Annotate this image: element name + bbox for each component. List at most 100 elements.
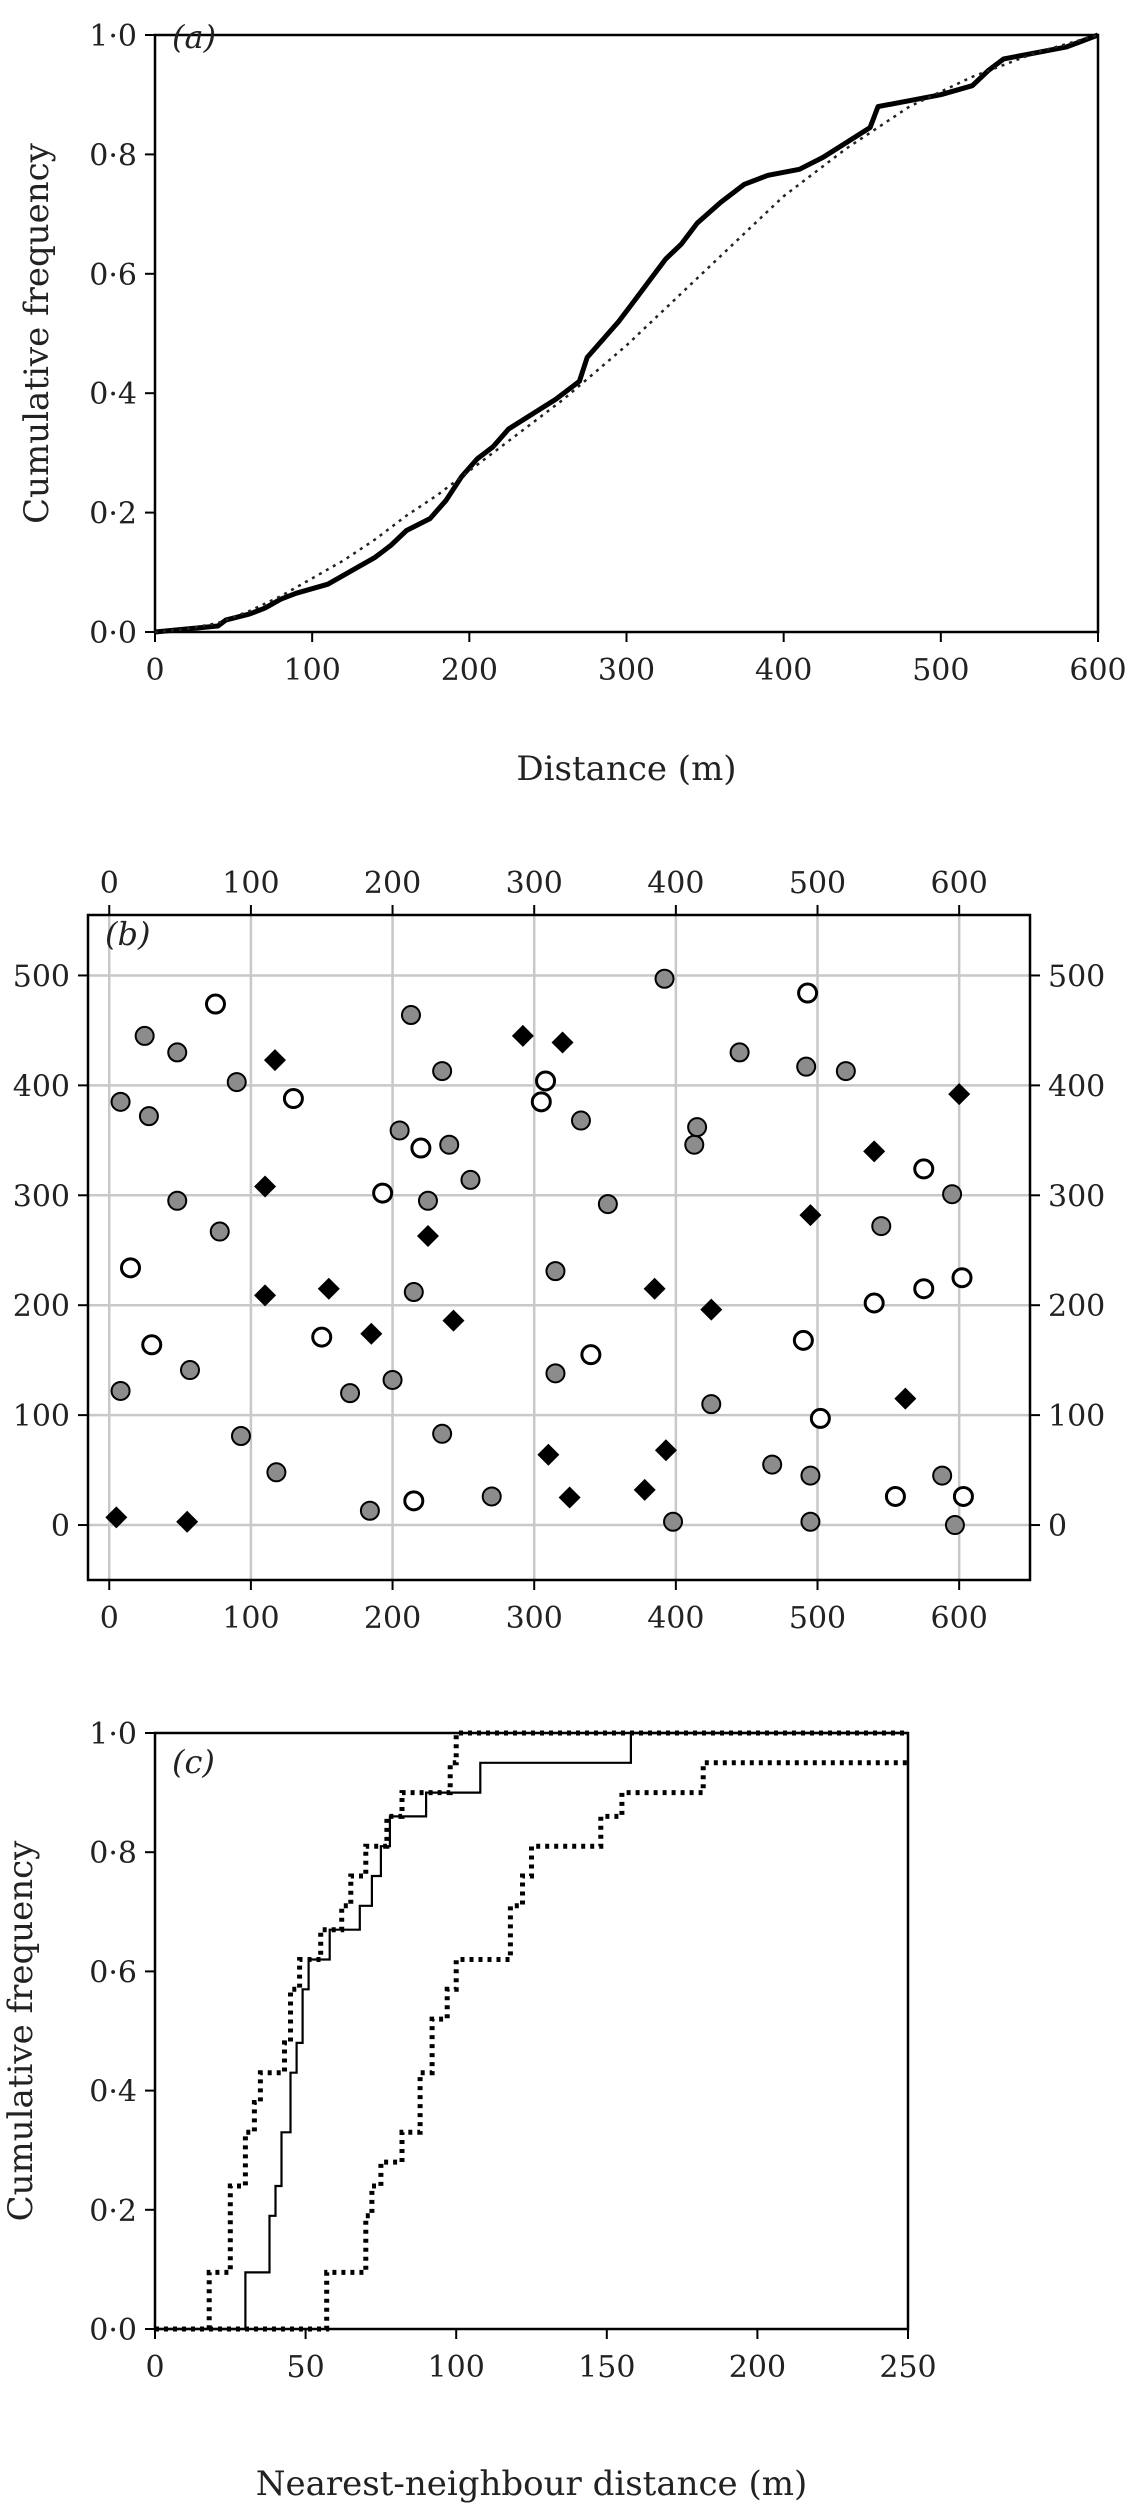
panel-a-x-axis-title: Distance (m) xyxy=(516,749,736,789)
panel-b-grey-circle-point xyxy=(432,1423,453,1444)
panel-b-black-diamond-point xyxy=(700,1298,723,1321)
panel-b-white-circle-point xyxy=(410,1137,432,1159)
panel-b-grey-circle-point xyxy=(687,1117,708,1138)
panel-b-grey-circle-point xyxy=(932,1465,953,1486)
panel-b-white-circle-point xyxy=(913,1278,935,1300)
panel-b-black-diamond-point xyxy=(511,1024,534,1047)
panel-b-y-tick-label-right: 200 xyxy=(1048,1289,1105,1324)
panel-b-x-tick-label-bottom: 300 xyxy=(506,1601,563,1636)
panel-b-black-diamond-point xyxy=(360,1322,383,1345)
panel-b-white-circle-point xyxy=(403,1490,425,1512)
panel-a-x-tick-label: 500 xyxy=(912,653,969,688)
panel-a-y-tick-label: 0·4 xyxy=(89,377,137,412)
panel-a-x-tick-label: 200 xyxy=(441,653,498,688)
panel-b-grey-circle-point xyxy=(382,1369,403,1390)
panel-b-y-tick-label-left: 200 xyxy=(13,1289,70,1324)
panel-b-y-tick-label-left: 0 xyxy=(51,1509,70,1544)
panel-b-black-diamond-point xyxy=(176,1510,199,1533)
panel-c-y-tick-label: 0·8 xyxy=(89,1836,137,1871)
panel-b-grey-circle-point xyxy=(209,1221,230,1242)
panel-b-grey-circle-point xyxy=(545,1261,566,1282)
panel-b-grey-circle-point xyxy=(796,1056,817,1077)
panel-b-label: (b) xyxy=(105,915,150,953)
panel-b-grey-circle-point xyxy=(110,1091,131,1112)
panel-b-y-tick-label-left: 400 xyxy=(13,1069,70,1104)
panel-a-label: (a) xyxy=(172,18,216,56)
panel-b-grey-circle-point xyxy=(403,1282,424,1303)
panel-b-grey-circle-point xyxy=(762,1454,783,1475)
panel-c-frame xyxy=(153,1731,910,2331)
panel-b-x-tick-label-bottom: 100 xyxy=(222,1601,279,1636)
panel-a-y-tick-label: 1·0 xyxy=(89,19,137,54)
panel-b-grey-circle-point xyxy=(597,1194,618,1215)
panel-a-x-tick-label: 600 xyxy=(1069,653,1126,688)
panel-b-x-tick-label-bottom: 0 xyxy=(100,1601,119,1636)
panel-b-grey-circle-point xyxy=(800,1465,821,1486)
panel-a-expected-line xyxy=(154,33,1099,634)
panel-b-white-circle-point xyxy=(311,1326,333,1348)
panel-b-x-tick-label-top: 400 xyxy=(647,866,704,901)
panel-b-grey-circle-point xyxy=(110,1380,131,1401)
panel-a-y-axis-title: Cumulative frequency xyxy=(17,142,57,524)
panel-b-black-diamond-point xyxy=(442,1309,465,1332)
panel-b-grey-circle-point xyxy=(179,1360,200,1381)
panel-b-black-diamond-point xyxy=(317,1277,340,1300)
panel-b-white-circle-point xyxy=(580,1344,602,1366)
panel-b-grey-circle-point xyxy=(871,1216,892,1237)
panel-b-x-tick-label-top: 500 xyxy=(789,866,846,901)
panel-b-white-circle-point xyxy=(884,1485,906,1507)
panel-c-x-tick-label: 0 xyxy=(145,2350,164,2385)
panel-c-y-tick-label: 0·0 xyxy=(89,2313,137,2348)
panel-b-black-diamond-point xyxy=(643,1277,666,1300)
panel-c-label: (c) xyxy=(172,1743,215,1781)
panel-c-x-tick-label: 150 xyxy=(578,2350,635,2385)
panel-b-black-diamond-point xyxy=(633,1478,656,1501)
panel-b-x-tick-label-top: 600 xyxy=(931,866,988,901)
panel-b-grey-circle-point xyxy=(942,1184,963,1205)
panel-c-y-tick-label: 0·4 xyxy=(89,2075,137,2110)
panel-b-black-diamond-point xyxy=(551,1031,574,1054)
panel-c-lower-envelope-line xyxy=(155,1760,908,2332)
panel-b-grey-circle-point xyxy=(359,1500,380,1521)
panel-a-frame xyxy=(153,33,1100,634)
panel-c-y-axis-title: Cumulative frequency xyxy=(1,1840,41,2222)
panel-c-x-tick-label: 250 xyxy=(879,2350,936,2385)
panel-b-black-diamond-point xyxy=(254,1284,277,1307)
panel-b-grey-circle-point xyxy=(226,1072,247,1093)
panel-a-x-tick-label: 400 xyxy=(755,653,812,688)
panel-b-x-tick-label-top: 300 xyxy=(506,866,563,901)
panel-b-grey-circle-point xyxy=(432,1061,453,1082)
panel-b-y-tick-label-right: 0 xyxy=(1048,1509,1067,1544)
panel-b-white-circle-point xyxy=(119,1257,141,1279)
panel-b-white-circle-point xyxy=(797,982,819,1004)
panel-b-black-diamond-point xyxy=(254,1175,277,1198)
panel-b-white-circle-point xyxy=(372,1182,394,1204)
panel-c-x-axis-title: Nearest-neighbour distance (m) xyxy=(256,2464,808,2504)
panel-b-black-diamond-point xyxy=(105,1506,128,1529)
panel-b-y-tick-label-right: 500 xyxy=(1048,959,1105,994)
panel-c-y-tick-label: 0·2 xyxy=(89,2194,137,2229)
panel-b-grey-circle-point xyxy=(266,1462,287,1483)
panel-b-x-tick-label-bottom: 500 xyxy=(789,1601,846,1636)
panel-b-black-diamond-point xyxy=(263,1049,286,1072)
panel-b-grey-circle-point xyxy=(800,1511,821,1532)
panel-a-y-tick-label: 0·2 xyxy=(89,497,137,532)
panel-b-y-tick-label-left: 300 xyxy=(13,1179,70,1214)
panel-b-white-circle-point xyxy=(530,1091,552,1113)
panel-a-y-tick-label: 0·0 xyxy=(89,616,137,651)
panel-b-black-diamond-point xyxy=(948,1083,971,1106)
panel-c-x-tick-label: 100 xyxy=(428,2350,485,2385)
panel-b-grey-circle-point xyxy=(167,1190,188,1211)
panel-b-white-circle-point xyxy=(535,1070,557,1092)
panel-b-black-diamond-point xyxy=(894,1387,917,1410)
panel-b-y-tick-label-right: 400 xyxy=(1048,1069,1105,1104)
panel-b-grey-circle-point xyxy=(545,1363,566,1384)
panel-b-black-diamond-point xyxy=(799,1204,822,1227)
panel-b-x-tick-label-bottom: 200 xyxy=(364,1601,421,1636)
panel-b-grey-circle-point xyxy=(684,1134,705,1155)
panel-b-grey-circle-point xyxy=(570,1110,591,1131)
panel-b-x-tick-label-top: 200 xyxy=(364,866,421,901)
panel-c-x-tick-label: 50 xyxy=(287,2350,325,2385)
panel-b-grey-circle-point xyxy=(138,1106,159,1127)
